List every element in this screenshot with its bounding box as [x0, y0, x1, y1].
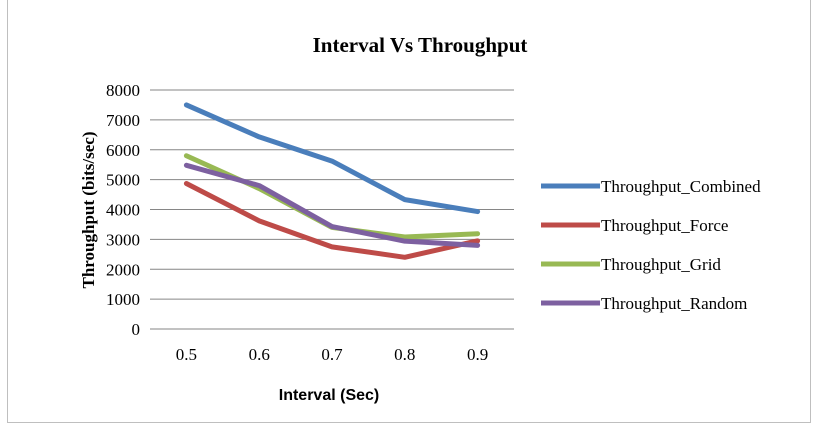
- x-tick-label: 0.8: [394, 345, 415, 364]
- legend-label: Throughput_Combined: [601, 177, 761, 196]
- y-axis-label: Throughput (bits/sec): [79, 132, 98, 289]
- y-tick-label: 8000: [106, 81, 140, 100]
- x-tick-label: 0.5: [176, 345, 197, 364]
- x-tick-label: 0.9: [467, 345, 488, 364]
- series-line: [183, 102, 481, 215]
- y-axis-ticks: 0 1000 2000 3000 4000 5000 6000 7000 8000: [106, 81, 140, 339]
- y-tick-label: 7000: [106, 111, 140, 130]
- y-tick-label: 5000: [106, 171, 140, 190]
- legend-label: Throughput_Random: [601, 294, 747, 313]
- series-line: [183, 162, 481, 248]
- x-tick-label: 0.6: [249, 345, 270, 364]
- gridlines: [150, 89, 514, 330]
- chart-frame: [7, 0, 811, 423]
- y-tick-label: 4000: [106, 201, 140, 220]
- x-axis-ticks: 0.5 0.6 0.7 0.8 0.9: [176, 345, 488, 364]
- legend-label: Throughput_Force: [601, 216, 728, 235]
- series-lines: [183, 102, 481, 260]
- x-axis-label: Interval (Sec): [279, 387, 379, 404]
- legend-label: Throughput_Grid: [601, 255, 721, 274]
- y-tick-label: 6000: [106, 141, 140, 160]
- y-tick-label: 1000: [106, 290, 140, 309]
- x-tick-label: 0.7: [321, 345, 343, 364]
- y-tick-label: 3000: [106, 230, 140, 249]
- chart-title: Interval Vs Throughput: [313, 33, 528, 57]
- y-tick-label: 2000: [106, 260, 140, 279]
- legend: Throughput_Combined Throughput_Force Throu…: [541, 177, 761, 313]
- series-line: [183, 181, 481, 260]
- y-tick-label: 0: [132, 320, 141, 339]
